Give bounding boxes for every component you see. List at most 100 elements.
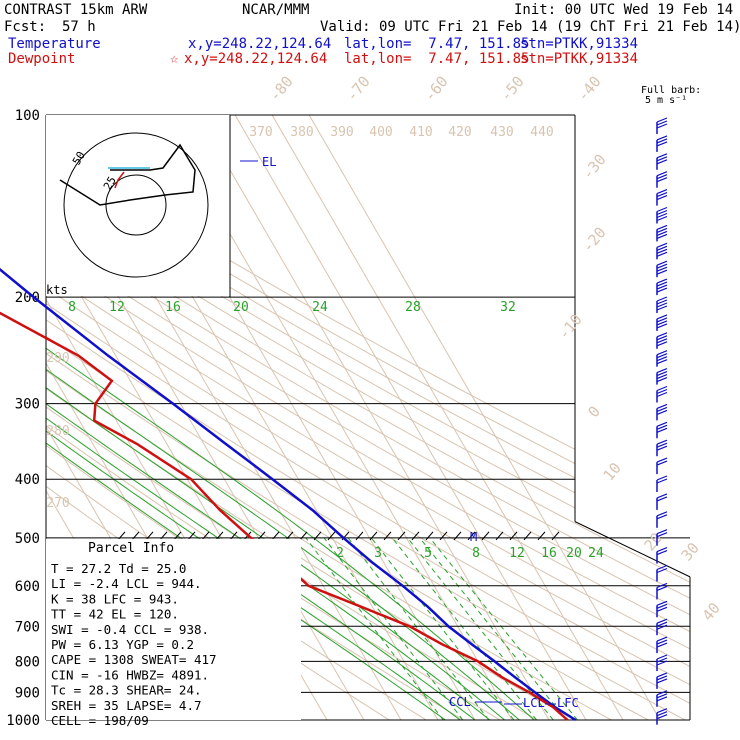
wind-barb-flag [656, 335, 668, 341]
hatch-mark [551, 531, 560, 541]
wind-barb-flag [656, 123, 668, 129]
wind-barb-flag [656, 338, 668, 344]
dew-legend-latlon: lat,lon= 7.47, 151.85 [344, 51, 530, 67]
isotherm-line [197, 115, 550, 720]
mixing-ratio-label: 20 [566, 546, 582, 561]
wind-barb-flag [656, 317, 668, 323]
ccl-label: CCL [449, 695, 471, 709]
wind-barb-flag [656, 445, 668, 451]
dew-legend-label: Dewpoint [8, 51, 76, 67]
hatch-mark [215, 531, 224, 541]
wind-barb-flag [656, 708, 668, 714]
hatch-mark [299, 531, 308, 541]
theta-e-label: 32 [500, 300, 516, 315]
hatch-mark [397, 531, 406, 541]
theta-label: 370 [249, 125, 272, 140]
hatch-mark [509, 531, 518, 541]
hatch-mark [131, 531, 140, 541]
wind-barb-flag [656, 159, 668, 165]
isotherm-label: 30 [677, 539, 702, 564]
hatch-mark [327, 531, 336, 541]
wind-barb-flag [656, 138, 668, 144]
wind-barb-flag [656, 511, 668, 517]
isotherm-label: -80 [266, 73, 297, 105]
hatch-mark [145, 531, 154, 541]
mixing-ratio-line [305, 537, 444, 720]
wind-barb-flag [656, 302, 668, 308]
wind-barb-flag [656, 368, 668, 374]
wind-barb-flag [656, 248, 668, 254]
center-title: NCAR/MMM [242, 2, 310, 18]
dry-adiabat-line [46, 115, 690, 720]
wind-barb-flag [656, 636, 668, 642]
mixing-ratio-line [391, 537, 537, 720]
wind-barb-flag [656, 287, 668, 293]
dry-adiabat-line [46, 115, 690, 720]
wind-barb-flag [656, 212, 668, 219]
mixing-ratio-line [370, 537, 515, 720]
wind-barb-flag [656, 547, 668, 553]
dry-adiabat-line [46, 115, 690, 720]
wind-barb-flag [656, 624, 668, 630]
wind-barb-flag [656, 242, 668, 248]
hatch-mark [187, 531, 196, 541]
hatch-mark [285, 531, 294, 541]
wind-barb-flag [656, 192, 668, 198]
wind-barb-flag [656, 374, 668, 380]
wind-barb-flag [656, 621, 668, 627]
wind-barb-flag [656, 371, 668, 377]
wind-barb-flag [656, 424, 668, 430]
wind-barb-flag [656, 475, 668, 481]
wind-barb-flag [656, 269, 668, 275]
dew-legend-stn: stn=PTKK,91334 [520, 51, 639, 67]
wind-barb-flag [656, 421, 668, 427]
isobar-label: 700 [15, 619, 40, 635]
wind-barb-flag [656, 439, 668, 445]
wind-barb-flag [656, 690, 668, 696]
isobar-label: 500 [15, 531, 40, 547]
mixing-ratio-label: 24 [588, 546, 604, 561]
hatch-mark [495, 531, 504, 541]
wind-barb-flag [656, 388, 668, 395]
wind-barb-flag [656, 245, 668, 251]
parcel-info-row: LI = -2.4 LCL = 944. [51, 576, 202, 591]
mixing-ratio-label: 5 [424, 546, 432, 561]
wind-barb-flag [656, 323, 668, 329]
hatch-mark [313, 531, 322, 541]
wind-barb-flag [656, 514, 668, 520]
mixing-ratio-line [323, 537, 464, 720]
isotherm-line [234, 115, 587, 720]
lcl-label: LCL [523, 696, 545, 710]
isobar-label: 100 [15, 108, 40, 124]
wind-barb-flag [656, 377, 668, 383]
wind-barb-flag [656, 359, 668, 365]
wind-barb-flag [656, 189, 668, 195]
wind-barb-flag [656, 496, 668, 502]
isotherm-line [271, 115, 624, 720]
hodograph-ring [63, 132, 209, 278]
wind-barb-flag [656, 675, 668, 681]
wind-barb-flag [656, 263, 668, 269]
isotherm-label: 10 [599, 459, 624, 484]
wind-barb-flag [656, 696, 668, 702]
theta-label: 380 [290, 125, 313, 140]
wind-barb-flag [656, 233, 668, 239]
hatch-mark [439, 531, 448, 541]
wind-barb-flag [656, 678, 668, 684]
theta-label: 270 [46, 496, 69, 511]
wind-barb-flag [656, 442, 668, 448]
wind-barb-flag [656, 281, 668, 287]
wind-barb-flag [656, 603, 668, 609]
wind-barb-flag [656, 409, 668, 415]
isobar-label: 1000 [6, 713, 40, 729]
wind-barb-flag [656, 353, 668, 359]
theta-label: 280 [46, 424, 69, 439]
theta-e-label: 20 [233, 300, 249, 315]
mixing-ratio-label: 16 [541, 546, 557, 561]
fcst-value: 57 h [62, 19, 96, 35]
wind-barb-flag [656, 478, 668, 484]
wind-barb-flag [656, 600, 668, 606]
model-title: CONTRAST 15km ARW [4, 2, 148, 18]
wind-barb-flag [656, 305, 668, 311]
wind-barb-flag [656, 457, 668, 463]
